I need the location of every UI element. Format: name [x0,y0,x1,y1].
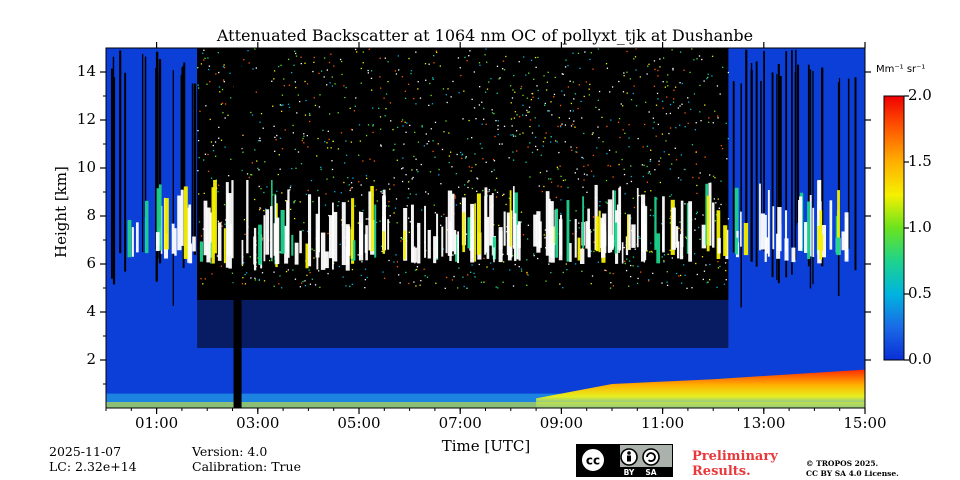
x-tick-label-13:00: 13:00 [742,414,786,432]
footer-lc: LC: 2.32e+14 [49,459,137,474]
y-axis-label: Height [km] [52,166,70,258]
colorbar-tick-label-0.5: 0.5 [908,284,932,302]
copyright-line1: © TROPOS 2025. [806,459,879,468]
by-icon-body [627,455,631,462]
sa-text: SA [645,468,656,476]
colorbar-unit-label: Mm⁻¹ sr⁻¹ [876,64,926,75]
plot-area [106,48,865,408]
cc-badge-bottom [620,467,672,476]
cloud-layer [127,180,849,271]
colorbar-tick-label-1.0: 1.0 [908,218,932,236]
footer-left: 2025-11-07 LC: 2.32e+14 [49,444,137,474]
footer-calibration: Calibration: True [192,459,301,474]
x-tick-label-11:00: 11:00 [640,414,685,432]
x-tick-label-05:00: 05:00 [337,414,381,432]
y-tick-label-14: 14 [76,62,96,80]
y-tick-label-4: 4 [86,302,96,320]
preliminary-line1: Preliminary [692,449,778,464]
cc-icon-text: cc [586,454,600,468]
blocked-signal-lines [110,49,857,308]
plot-frame [105,47,866,409]
plot-axes [100,42,871,414]
by-icon-head [627,451,631,455]
x-tick-label-09:00: 09:00 [539,414,583,432]
data-gap [233,48,242,408]
colorbar [883,95,909,361]
by-text: BY [624,468,635,476]
boundary-layer-aerosol [536,369,865,408]
copyright-notice: © TROPOS 2025. CC BY SA 4.0 License. [806,459,899,479]
colorbar-tick-label-1.5: 1.5 [908,152,932,170]
y-tick-label-2: 2 [86,350,96,368]
y-tick-label-6: 6 [86,254,96,272]
colorbar-gradient [883,95,905,361]
y-tick-label-12: 12 [76,110,96,128]
chart-title: Attenuated Backscatter at 1064 nm OC of … [216,26,754,45]
preliminary-line2: Results. [692,464,751,479]
colorbar-tick-label-2.0: 2.0 [908,86,932,104]
cc-license-badge: cc BY SA [576,444,673,477]
cc-icon [580,447,606,473]
x-tick-label-03:00: 03:00 [236,414,280,432]
y-tick-label-8: 8 [86,206,96,224]
footer-date: 2025-11-07 [49,444,122,459]
footer-version: Version: 4.0 [192,444,268,459]
noise-transition [197,300,729,348]
boundary-layer [106,369,865,408]
cc-badge-graphic: cc BY SA [577,445,672,477]
colorbar-tick-label-0.0: 0.0 [908,350,932,368]
sa-icon [642,448,660,466]
x-axis-label: Time [UTC] [441,437,531,455]
preliminary-notice: Preliminary Results. [692,449,778,479]
copyright-line2: CC BY SA 4.0 License. [806,469,899,478]
x-tick-label-07:00: 07:00 [438,414,482,432]
sa-icon-arrow [646,452,656,462]
x-tick-label-01:00: 01:00 [134,414,179,432]
footer-version-block: Version: 4.0 Calibration: True [192,444,301,474]
y-tick-label-10: 10 [76,158,96,176]
x-tick-label-15:00: 15:00 [843,414,887,432]
